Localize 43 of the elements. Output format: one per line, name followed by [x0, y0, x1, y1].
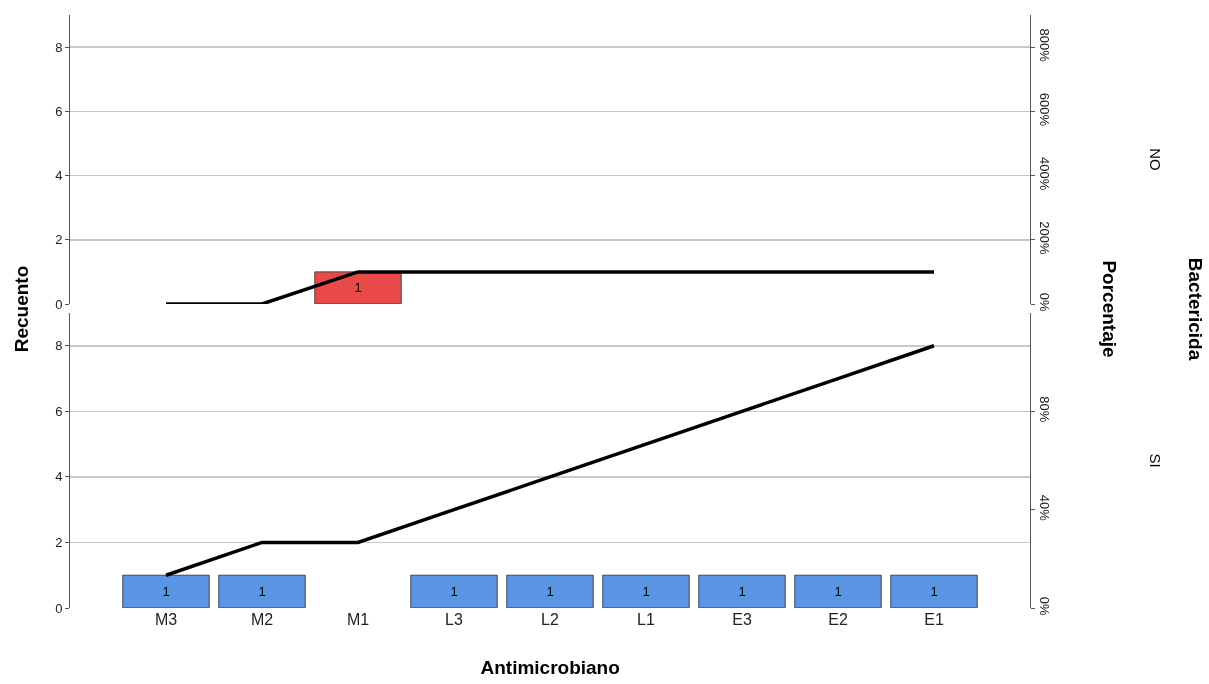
data-label: 1 [258, 584, 266, 600]
data-label: 1 [642, 584, 650, 600]
data-label: 1 [162, 584, 170, 600]
y2-tick-label: 600% [1037, 92, 1053, 127]
x-axis-title: Antimicrobiano [480, 657, 620, 679]
y2-tick-label: 40% [1037, 494, 1053, 522]
data-label: 1 [930, 584, 938, 600]
y-tick-label: 8 [55, 338, 63, 354]
y2-tick-label: 0% [1037, 292, 1053, 312]
x-tick-label: E1 [924, 611, 944, 628]
y-axis-title: Recuento [10, 265, 33, 353]
y2-tick-label: 400% [1037, 156, 1053, 191]
y2-axis-title: Porcentaje [1097, 260, 1120, 358]
x-tick-label: L1 [637, 611, 655, 628]
text: Bactericida [1184, 257, 1207, 361]
y2-tick-label: 0% [1037, 596, 1053, 616]
y2-tick-label: 80% [1037, 396, 1053, 423]
x-tick-label: E3 [732, 611, 752, 628]
data-label: 1 [834, 584, 842, 600]
y-tick-label: 8 [55, 39, 63, 55]
y-tick-label: 2 [55, 232, 63, 248]
data-label: 1 [354, 280, 362, 296]
x-tick-label: M2 [250, 611, 274, 628]
y-tick-label: 0 [55, 600, 63, 616]
x-tick-label: L2 [541, 611, 559, 628]
text: SI [1146, 453, 1164, 468]
x-tick-label: L3 [445, 611, 463, 628]
y-tick-label: 6 [55, 103, 63, 119]
data-label: 1 [738, 584, 746, 600]
y-tick-label: 0 [55, 296, 63, 312]
x-tick-label: M1 [346, 611, 370, 628]
y2-tick-label: 200% [1037, 221, 1053, 255]
x-tick-label: E2 [828, 611, 848, 628]
text: NO [1146, 148, 1164, 171]
data-label: 1 [450, 584, 458, 600]
y-tick-label: 4 [55, 168, 63, 184]
y-tick-label: 4 [55, 469, 63, 485]
y-tick-label: 6 [55, 403, 63, 419]
y-tick-label: 2 [55, 534, 63, 550]
line-series [164, 344, 936, 577]
x-tick-label: M3 [154, 611, 178, 628]
data-label: 1 [546, 584, 554, 600]
y2-tick-label: 800% [1037, 28, 1053, 63]
